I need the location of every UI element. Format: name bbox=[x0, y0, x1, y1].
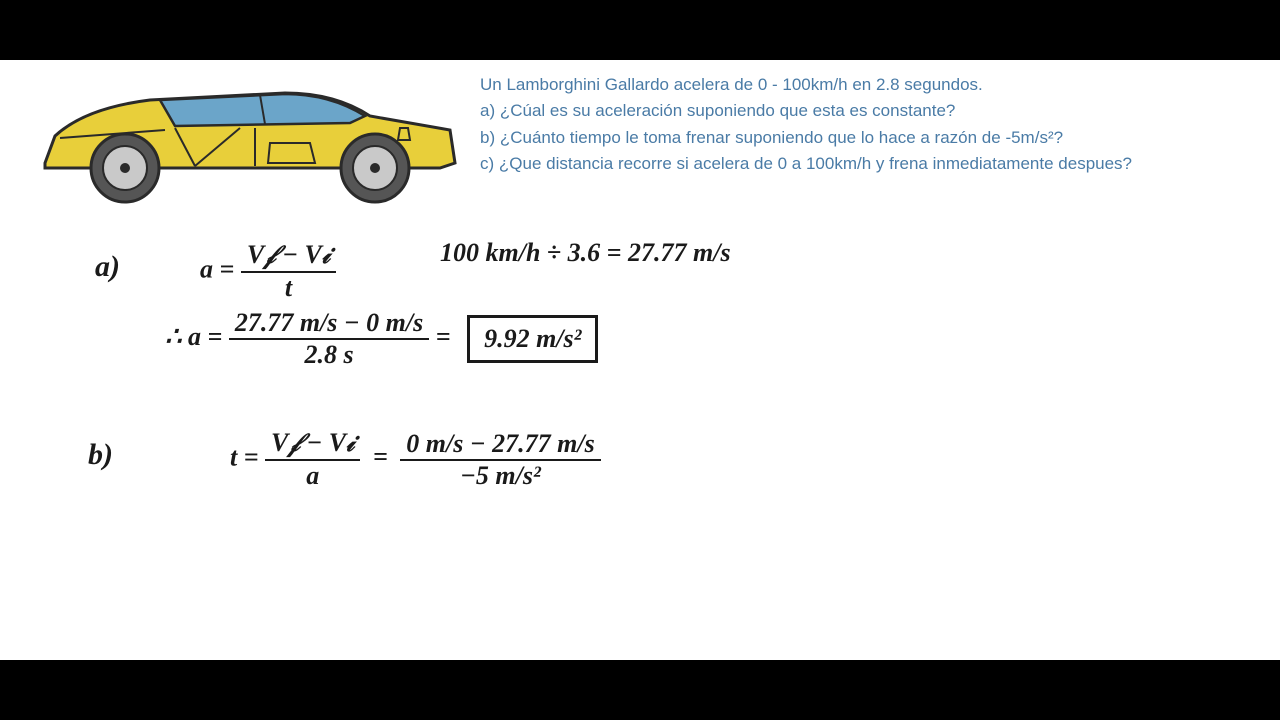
b-calc-num: 0 m/s − 27.77 m/s bbox=[400, 429, 600, 461]
b-formula-fraction: V𝒻 − V𝒾 a bbox=[265, 428, 360, 491]
a-therefore: ∴ a = bbox=[165, 322, 222, 351]
a-lhs: a = bbox=[200, 254, 234, 283]
b-calc-fraction: 0 m/s − 27.77 m/s −5 m/s² bbox=[400, 429, 600, 491]
part-a-formula: a = V𝒻 − V𝒾 t bbox=[200, 240, 336, 303]
b-formula-num: V𝒻 − V𝒾 bbox=[265, 428, 360, 461]
b-eq1: = bbox=[373, 442, 388, 471]
a-result-box: 9.92 m/s² bbox=[467, 315, 598, 363]
problem-intro: Un Lamborghini Gallardo acelera de 0 - 1… bbox=[480, 72, 1260, 98]
problem-q-a: a) ¿Cúal es su aceleración suponiendo qu… bbox=[480, 98, 1260, 124]
part-a-calculation: ∴ a = 27.77 m/s − 0 m/s 2.8 s = 9.92 m/s… bbox=[165, 308, 598, 370]
a-equals: = bbox=[436, 322, 451, 351]
a-calc-fraction: 27.77 m/s − 0 m/s 2.8 s bbox=[229, 308, 429, 370]
b-lhs: t = bbox=[230, 442, 259, 471]
a-numerator: V𝒻 − V𝒾 bbox=[241, 240, 336, 273]
whiteboard: Un Lamborghini Gallardo acelera de 0 - 1… bbox=[0, 60, 1280, 660]
unit-conversion: 100 km/h ÷ 3.6 = 27.77 m/s bbox=[440, 238, 731, 268]
a-calc-den: 2.8 s bbox=[229, 340, 429, 370]
a-denominator: t bbox=[241, 273, 336, 303]
a-calc-num: 27.77 m/s − 0 m/s bbox=[229, 308, 429, 340]
b-calc-den: −5 m/s² bbox=[400, 461, 600, 491]
a-fraction: V𝒻 − V𝒾 t bbox=[241, 240, 336, 303]
problem-q-b: b) ¿Cuánto tiempo le toma frenar suponie… bbox=[480, 125, 1260, 151]
part-b-calculation: t = V𝒻 − V𝒾 a = 0 m/s − 27.77 m/s −5 m/s… bbox=[230, 428, 601, 491]
car-illustration bbox=[30, 68, 460, 208]
b-formula-den: a bbox=[265, 461, 360, 491]
part-a-label: a) bbox=[95, 250, 120, 284]
problem-q-c: c) ¿Que distancia recorre si acelera de … bbox=[480, 151, 1260, 177]
part-b-label: b) bbox=[88, 438, 113, 472]
problem-statement: Un Lamborghini Gallardo acelera de 0 - 1… bbox=[480, 72, 1260, 177]
